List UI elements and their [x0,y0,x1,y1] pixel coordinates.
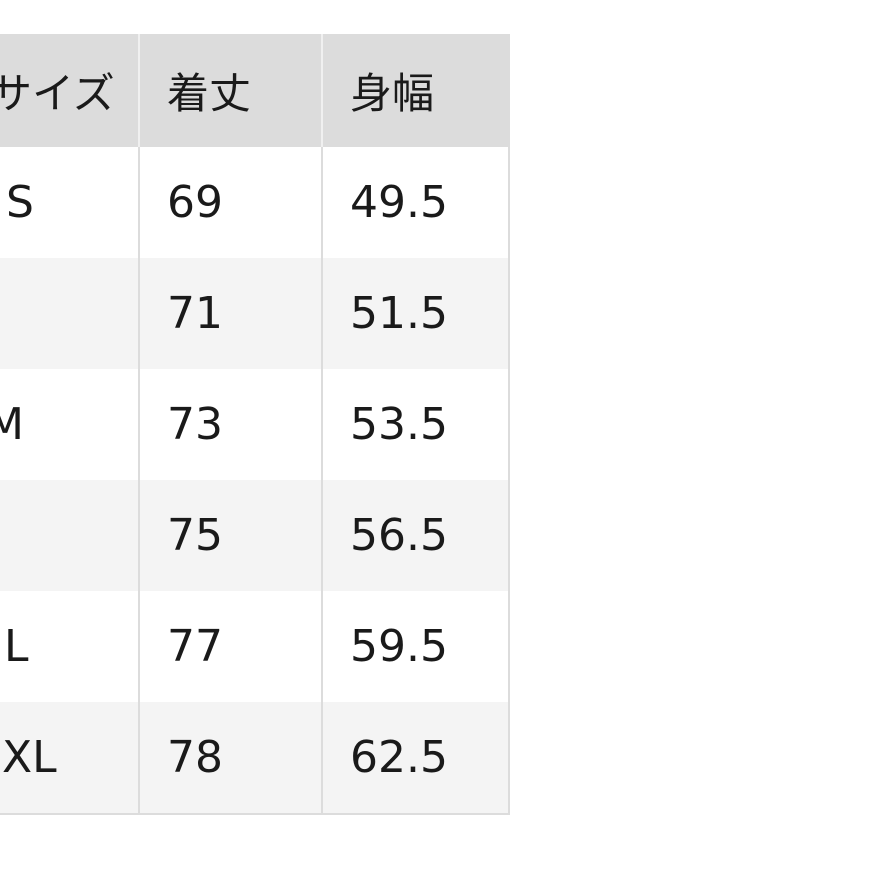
size-cell: L [0,591,140,702]
width-cell: 49.5 [350,177,448,228]
width-cell: 62.5 [350,732,448,783]
size-cell: S [0,147,140,258]
width-cell: 59.5 [350,621,448,672]
size-cell: XL [0,702,140,813]
length-cell: 77 [140,591,323,702]
width-cell: 51.5 [350,288,448,339]
length-cell: 69 [140,147,323,258]
size-label: XL [2,732,57,783]
header-length: 着丈 [140,34,323,147]
length-cell: 78 [140,702,323,813]
header-label: サイズ [0,69,115,118]
table-row: S 69 49.5 [0,147,508,258]
table-row: 71 51.5 [0,258,508,369]
table-header-row: サイズ 着丈 身幅 [0,34,508,147]
size-label: L [4,621,29,672]
length-cell: 75 [140,480,323,591]
size-cell [0,480,140,591]
size-label: S [6,177,34,228]
table-row: M 73 53.5 [0,369,508,480]
length-cell: 71 [140,258,323,369]
table-body: S 69 49.5 71 51.5 M 73 53.5 75 56.5 L 77 59.5 XL 78 62.… [0,147,508,813]
table-row: XL 78 62.5 [0,702,508,813]
header-size: サイズ [0,34,140,147]
size-label: M [0,399,24,450]
table-row: 75 56.5 [0,480,508,591]
width-cell: 56.5 [350,510,448,561]
length-cell: 73 [140,369,323,480]
table-row: L 77 59.5 [0,591,508,702]
header-width: 身幅 [350,69,435,118]
size-cell: M [0,369,140,480]
size-cell [0,258,140,369]
size-table: サイズ 着丈 身幅 S 69 49.5 71 51.5 M 73 53.5 75 56.5 L 77 5… [0,34,510,815]
width-cell: 53.5 [350,399,448,450]
